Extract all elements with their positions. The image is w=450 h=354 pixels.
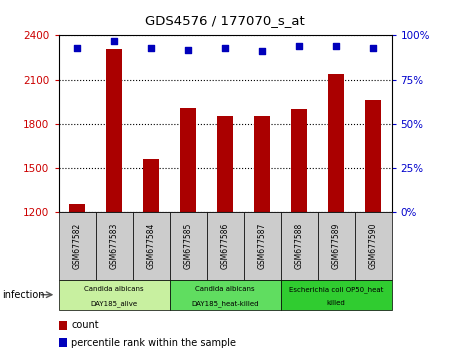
Point [333, 43, 340, 49]
Bar [95, 212, 132, 280]
Bar [355, 212, 392, 280]
Point [148, 45, 155, 51]
Bar [280, 212, 318, 280]
Bar [328, 74, 344, 354]
Text: GSM677589: GSM677589 [332, 223, 341, 269]
Text: Candida albicans: Candida albicans [84, 286, 144, 292]
Point [110, 38, 117, 44]
Bar [180, 108, 196, 354]
Point [258, 48, 265, 54]
Bar [291, 109, 307, 354]
Bar [106, 49, 122, 354]
Bar [170, 280, 280, 310]
Text: killed: killed [327, 300, 346, 306]
Bar [318, 212, 355, 280]
Bar [280, 280, 392, 310]
Text: Candida albicans: Candida albicans [195, 286, 255, 292]
Point [369, 45, 377, 51]
Text: GSM677586: GSM677586 [220, 223, 230, 269]
Bar [254, 116, 270, 354]
Text: GSM677583: GSM677583 [109, 223, 118, 269]
Bar [58, 280, 170, 310]
Text: GSM677582: GSM677582 [72, 223, 81, 269]
Text: GSM677590: GSM677590 [369, 223, 378, 269]
Bar [132, 212, 170, 280]
Point [221, 45, 229, 51]
Text: GSM677585: GSM677585 [184, 223, 193, 269]
Bar [364, 100, 381, 354]
Point [73, 45, 81, 51]
Text: Escherichia coli OP50_heat: Escherichia coli OP50_heat [289, 286, 383, 293]
Text: GSM677584: GSM677584 [147, 223, 156, 269]
Text: GSM677587: GSM677587 [257, 223, 266, 269]
Bar [217, 116, 233, 354]
Bar [58, 212, 95, 280]
Text: percentile rank within the sample: percentile rank within the sample [71, 338, 236, 348]
Text: GDS4576 / 177070_s_at: GDS4576 / 177070_s_at [145, 13, 305, 27]
Bar [170, 212, 207, 280]
Bar [143, 159, 159, 354]
Text: infection: infection [2, 290, 45, 300]
Bar [69, 204, 86, 354]
Text: GSM677588: GSM677588 [294, 223, 303, 269]
Text: count: count [71, 320, 99, 330]
Bar [243, 212, 280, 280]
Text: DAY185_alive: DAY185_alive [90, 300, 138, 307]
Text: DAY185_heat-killed: DAY185_heat-killed [191, 300, 259, 307]
Point [295, 43, 302, 49]
Bar [207, 212, 243, 280]
Point [184, 47, 192, 52]
